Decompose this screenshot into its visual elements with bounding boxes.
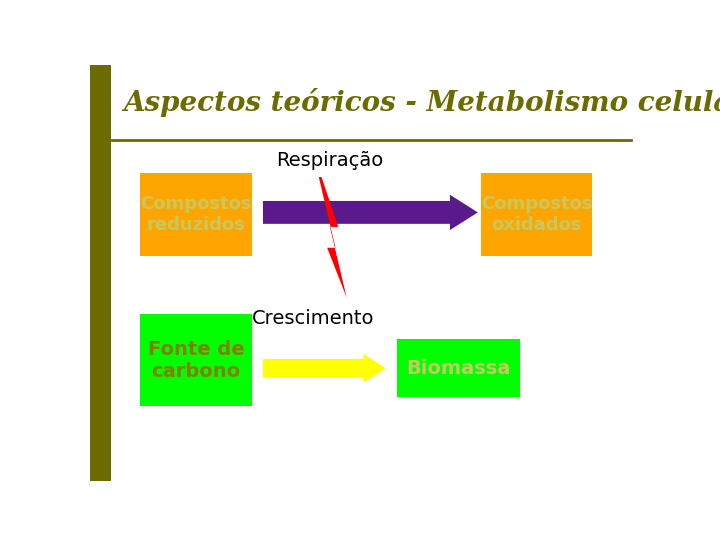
Bar	[90, 65, 111, 481]
FancyArrow shape	[263, 354, 386, 383]
Text: Aspectos teóricos - Metabolismo celular: Aspectos teóricos - Metabolismo celular	[124, 87, 720, 117]
FancyArrow shape	[263, 195, 478, 230]
FancyBboxPatch shape	[481, 173, 592, 256]
Polygon shape	[319, 177, 347, 298]
FancyBboxPatch shape	[140, 314, 252, 406]
Text: Biomassa: Biomassa	[406, 359, 510, 378]
Text: Compostos
reduzidos: Compostos reduzidos	[140, 195, 252, 234]
FancyBboxPatch shape	[397, 339, 520, 397]
Text: Fonte de
carbono: Fonte de carbono	[148, 340, 244, 381]
Text: Respiração: Respiração	[276, 151, 384, 170]
FancyBboxPatch shape	[140, 173, 252, 256]
Text: Compostos
oxidados: Compostos oxidados	[481, 195, 592, 234]
Text: Crescimento: Crescimento	[252, 309, 374, 328]
